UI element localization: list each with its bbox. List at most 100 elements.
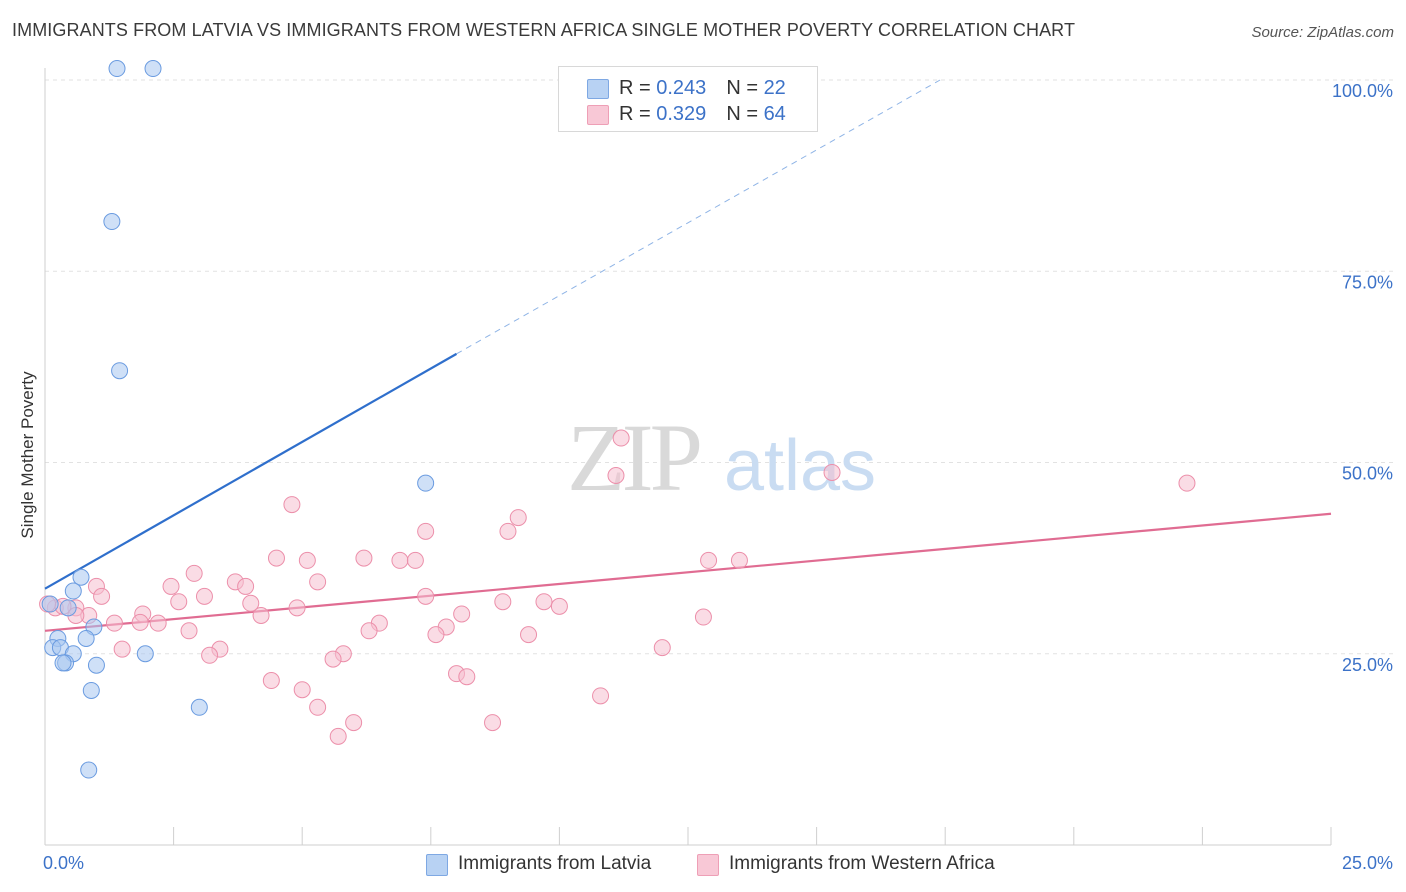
- point-latvia: [136, 645, 154, 663]
- point-latvia: [103, 213, 121, 231]
- point-western-africa: [607, 467, 625, 485]
- trend-lines: [44, 79, 1332, 632]
- watermark-atlas: atlas: [724, 426, 876, 506]
- point-western-africa: [427, 626, 445, 644]
- point-western-africa: [113, 640, 131, 658]
- point-western-africa: [93, 587, 111, 605]
- bottom-legend-label-latvia: Immigrants from Latvia: [458, 853, 652, 874]
- point-western-africa: [283, 496, 301, 514]
- point-western-africa: [288, 599, 306, 617]
- point-latvia: [41, 595, 59, 613]
- point-western-africa: [149, 614, 167, 632]
- point-western-africa: [453, 605, 471, 623]
- point-western-africa: [417, 522, 435, 540]
- point-latvia: [111, 362, 129, 380]
- legend-n-value: 64: [763, 103, 786, 125]
- point-western-africa: [201, 646, 219, 664]
- point-western-africa: [509, 509, 527, 527]
- legend-r-label: R =: [619, 103, 657, 125]
- point-western-africa: [458, 668, 476, 686]
- point-latvia: [417, 474, 435, 492]
- point-western-africa: [195, 587, 213, 605]
- axes: [44, 68, 1332, 846]
- bottom-legend-label-western-africa: Immigrants from Western Africa: [729, 853, 995, 874]
- point-latvia: [77, 629, 95, 647]
- point-western-africa: [170, 593, 188, 611]
- x-tick-label: 25.0%: [1342, 853, 1393, 873]
- correlation-legend: R = 0.243 N = 22 R = 0.329 N = 64: [558, 66, 818, 132]
- point-western-africa: [391, 551, 409, 569]
- point-latvia: [64, 582, 82, 600]
- chart-title: IMMIGRANTS FROM LATVIA VS IMMIGRANTS FRO…: [12, 20, 1076, 40]
- y-tick-label: 50.0%: [1342, 464, 1393, 484]
- point-western-africa: [550, 597, 568, 615]
- point-latvia: [72, 568, 90, 586]
- point-western-africa: [535, 593, 553, 611]
- point-western-africa: [520, 626, 538, 644]
- point-western-africa: [360, 622, 378, 640]
- watermark: ZIP atlas: [567, 404, 876, 511]
- point-western-africa: [162, 577, 180, 595]
- y-tick-label: 75.0%: [1342, 272, 1393, 292]
- point-western-africa: [345, 714, 363, 732]
- y-tick-label: 100.0%: [1332, 81, 1393, 101]
- point-western-africa: [309, 698, 327, 716]
- point-western-africa: [131, 613, 149, 631]
- point-western-africa: [494, 593, 512, 611]
- point-western-africa: [730, 551, 748, 569]
- data-points: [39, 60, 1196, 779]
- legend-n-value: 22: [763, 77, 786, 99]
- y-tick-label: 25.0%: [1342, 655, 1393, 675]
- point-latvia: [80, 761, 98, 779]
- legend-r-value: 0.329: [656, 103, 707, 125]
- bottom-legend-swatch-latvia: [426, 854, 448, 876]
- point-latvia: [190, 698, 208, 716]
- point-western-africa: [1178, 474, 1196, 492]
- point-latvia: [108, 60, 126, 78]
- point-western-africa: [242, 594, 260, 612]
- legend-r-value: 0.243: [656, 77, 707, 99]
- x-tick-label: 0.0%: [43, 853, 84, 873]
- point-latvia: [54, 654, 72, 672]
- grid-lines: [45, 79, 1395, 655]
- point-western-africa: [298, 551, 316, 569]
- point-western-africa: [252, 607, 270, 624]
- point-western-africa: [329, 727, 347, 745]
- legend-n-label: N =: [726, 77, 764, 99]
- legend-swatch-western-africa: [587, 105, 609, 125]
- point-western-africa: [406, 551, 424, 569]
- source-label: Source: ZipAtlas.com: [1251, 24, 1394, 41]
- point-western-africa: [309, 573, 327, 591]
- point-western-africa: [700, 551, 718, 569]
- point-western-africa: [293, 681, 311, 699]
- legend-swatch-latvia: [587, 79, 609, 99]
- point-latvia: [87, 656, 105, 674]
- point-western-africa: [267, 549, 285, 567]
- point-latvia: [82, 681, 100, 699]
- point-western-africa: [417, 587, 435, 605]
- point-western-africa: [653, 639, 671, 657]
- trend-extension-0: [456, 79, 941, 355]
- point-latvia: [144, 60, 162, 78]
- trend-line-0: [44, 352, 458, 590]
- point-latvia: [59, 599, 77, 617]
- point-western-africa: [237, 577, 255, 595]
- trend-line-1: [44, 512, 1332, 632]
- point-western-africa: [105, 614, 123, 632]
- point-western-africa: [694, 608, 712, 626]
- point-western-africa: [324, 650, 342, 668]
- point-western-africa: [823, 463, 841, 481]
- point-western-africa: [262, 672, 280, 690]
- bottom-legend-swatch-western-africa: [697, 854, 719, 876]
- legend-r-label: R =: [619, 77, 657, 99]
- watermark-zip: ZIP: [567, 404, 700, 511]
- point-western-africa: [499, 522, 517, 540]
- point-western-africa: [484, 714, 502, 732]
- point-western-africa: [355, 549, 373, 567]
- point-western-africa: [612, 429, 630, 447]
- y-axis-label: Single Mother Poverty: [18, 371, 37, 539]
- legend-n-label: N =: [726, 103, 764, 125]
- point-western-africa: [592, 687, 610, 705]
- point-western-africa: [185, 564, 203, 582]
